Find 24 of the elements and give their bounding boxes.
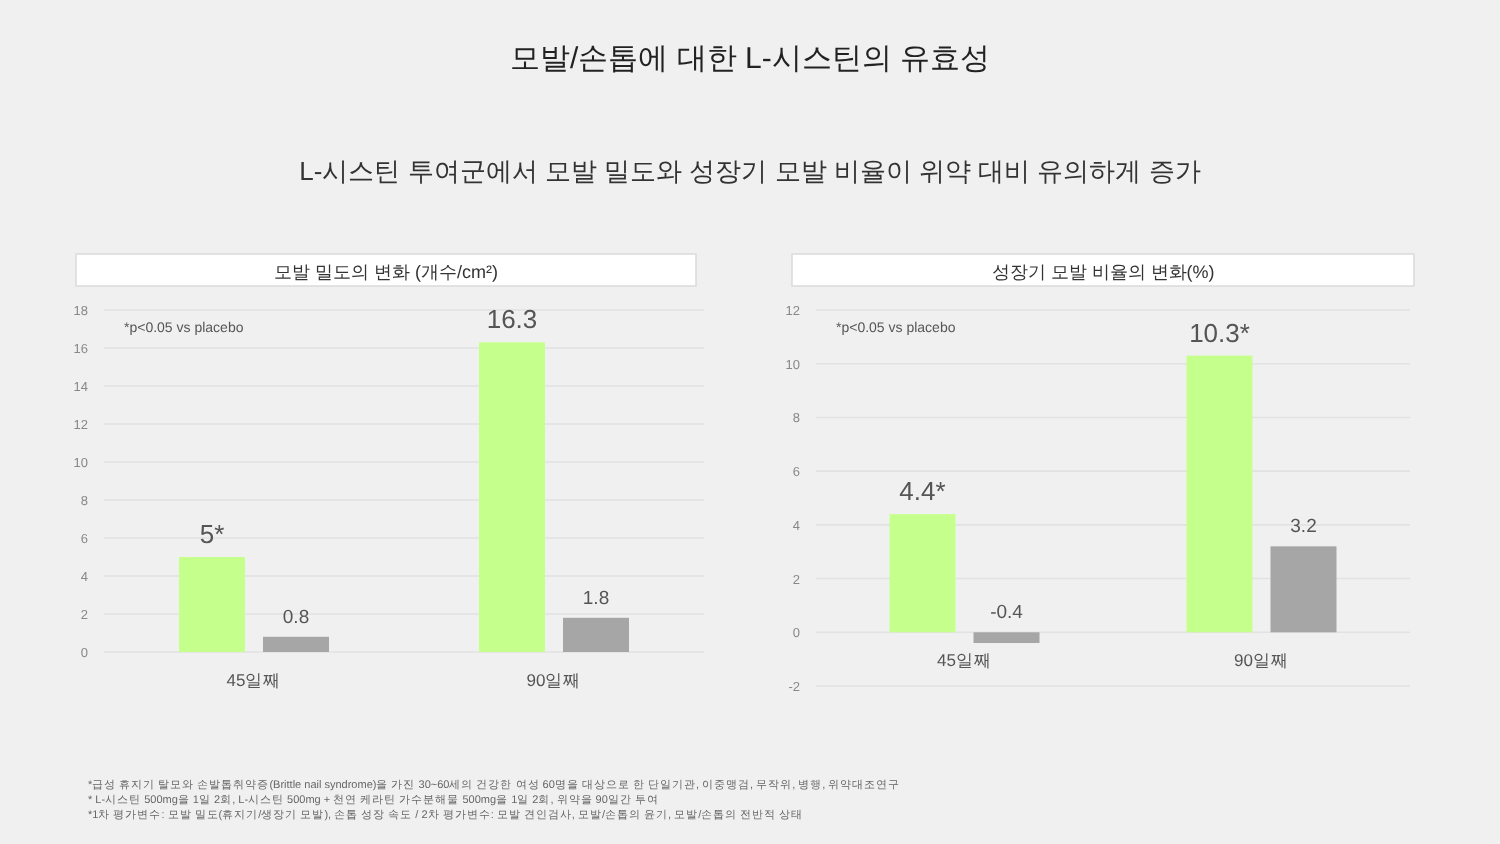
bar bbox=[889, 514, 956, 633]
x-tick-label: 45일째 bbox=[226, 670, 282, 690]
data-label: -0.4 bbox=[990, 602, 1023, 625]
data-label: 5* bbox=[199, 519, 225, 549]
data-label: 1.8 bbox=[582, 587, 610, 610]
x-tick-label: 45일째 bbox=[937, 650, 992, 671]
data-label: 16.3 bbox=[486, 304, 538, 335]
chart-title: 성장기 모발 비율의 변화(%) bbox=[991, 262, 1215, 282]
x-tick-label: 90일째 bbox=[526, 670, 582, 690]
bar bbox=[179, 557, 245, 652]
bar bbox=[263, 636, 329, 652]
bar bbox=[1270, 546, 1337, 633]
bar bbox=[1186, 355, 1253, 633]
data-label: 0.8 bbox=[282, 606, 310, 629]
text: 모발/손톱에 대한 L-시스틴의 유효성 bbox=[509, 42, 991, 76]
data-label: 4.4* bbox=[899, 476, 946, 507]
data-label: 3.2 bbox=[1290, 516, 1317, 539]
x-tick-label: 90일째 bbox=[1234, 650, 1289, 671]
bar bbox=[563, 617, 629, 652]
chart-title: 모발 밀도의 변화 (개수/cm²) bbox=[274, 262, 498, 282]
bar bbox=[479, 342, 545, 652]
bar bbox=[973, 632, 1040, 644]
text: L-시스틴 투여군에서 모발 밀도와 성장기 모발 비율이 위약 대비 유의하게 증가 bbox=[299, 156, 1201, 186]
data-label: 10.3* bbox=[1189, 317, 1250, 348]
